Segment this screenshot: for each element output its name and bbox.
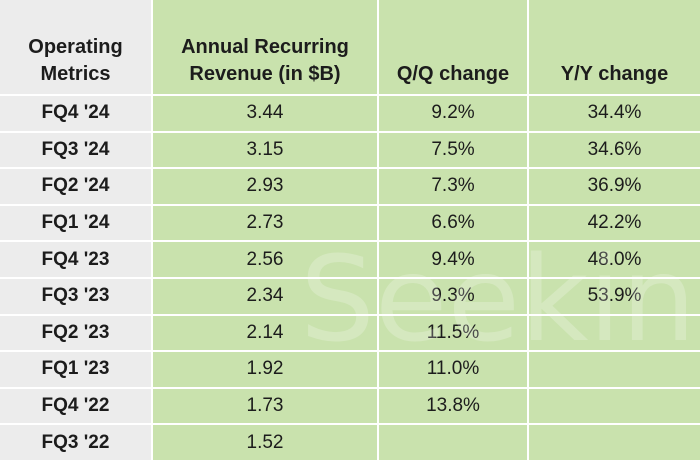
yy-change-cell: 48.0%: [528, 241, 700, 279]
table-row: FQ3 '22 1.52: [0, 424, 700, 462]
qq-change-cell: 7.3%: [378, 168, 529, 206]
qq-change-cell: [378, 424, 529, 462]
header-line: Revenue (in $B): [189, 63, 341, 85]
header-line: Annual Recurring: [181, 36, 349, 58]
header-operating-metrics: Operating Metrics: [0, 0, 153, 96]
table-row: FQ2 '24 2.93 7.3% 36.9%: [0, 168, 700, 206]
qq-change-cell: 9.3%: [378, 277, 529, 316]
arr-cell: 1.92: [152, 351, 379, 389]
yy-change-cell: 42.2%: [528, 204, 700, 243]
arr-cell: 2.73: [152, 204, 379, 243]
yy-change-cell: [528, 314, 700, 353]
header-arr: Annual Recurring Revenue (in $B): [152, 0, 379, 96]
row-label-cell: FQ4 '24: [0, 95, 153, 133]
header-line: Metrics: [40, 63, 111, 85]
row-label-cell: FQ3 '23: [0, 277, 153, 316]
row-label-cell: FQ4 '22: [0, 387, 153, 426]
row-label-cell: FQ3 '24: [0, 131, 153, 170]
header-yy-change: Y/Y change: [528, 0, 700, 96]
qq-change-cell: 6.6%: [378, 204, 529, 243]
row-label-cell: FQ2 '23: [0, 314, 153, 353]
yy-change-cell: [528, 351, 700, 389]
arr-cell: 2.93: [152, 168, 379, 206]
qq-change-cell: 11.0%: [378, 351, 529, 389]
arr-cell: 2.34: [152, 277, 379, 316]
table-row: FQ3 '23 2.34 9.3% 53.9%: [0, 277, 700, 316]
arr-cell: 1.52: [152, 424, 379, 462]
qq-change-cell: 9.4%: [378, 241, 529, 279]
yy-change-cell: 34.6%: [528, 131, 700, 170]
yy-change-cell: 53.9%: [528, 277, 700, 316]
header-line: Operating: [28, 36, 123, 58]
table-body: FQ4 '24 3.44 9.2% 34.4% FQ3 '24 3.15 7.5% 34.6%…: [0, 95, 700, 462]
table-row: FQ2 '23 2.14 11.5%: [0, 314, 700, 353]
qq-change-cell: 13.8%: [378, 387, 529, 426]
row-label-cell: FQ2 '24: [0, 168, 153, 206]
yy-change-cell: 36.9%: [528, 168, 700, 206]
table-row: FQ4 '22 1.73 13.8%: [0, 387, 700, 426]
header-line: Q/Q change: [396, 63, 510, 85]
yy-change-cell: [528, 424, 700, 462]
header-row: Operating Metrics Annual Recurring Reven…: [0, 0, 700, 96]
arr-cell: 3.15: [152, 131, 379, 170]
table-row: FQ1 '23 1.92 11.0%: [0, 351, 700, 389]
row-label-cell: FQ1 '23: [0, 351, 153, 389]
row-label-cell: FQ1 '24: [0, 204, 153, 243]
qq-change-cell: 11.5%: [378, 314, 529, 353]
yy-change-cell: 34.4%: [528, 95, 700, 133]
row-label-cell: FQ4 '23: [0, 241, 153, 279]
table-row: FQ4 '24 3.44 9.2% 34.4%: [0, 95, 700, 133]
qq-change-cell: 9.2%: [378, 95, 529, 133]
qq-change-cell: 7.5%: [378, 131, 529, 170]
yy-change-cell: [528, 387, 700, 426]
arr-cell: 3.44: [152, 95, 379, 133]
row-label-cell: FQ3 '22: [0, 424, 153, 462]
arr-cell: 1.73: [152, 387, 379, 426]
table-row: FQ4 '23 2.56 9.4% 48.0%: [0, 241, 700, 279]
header-line: Y/Y change: [560, 63, 669, 85]
table-row: FQ3 '24 3.15 7.5% 34.6%: [0, 131, 700, 170]
header-qq-change: Q/Q change: [378, 0, 529, 96]
arr-cell: 2.14: [152, 314, 379, 353]
table-row: FQ1 '24 2.73 6.6% 42.2%: [0, 204, 700, 243]
arr-cell: 2.56: [152, 241, 379, 279]
